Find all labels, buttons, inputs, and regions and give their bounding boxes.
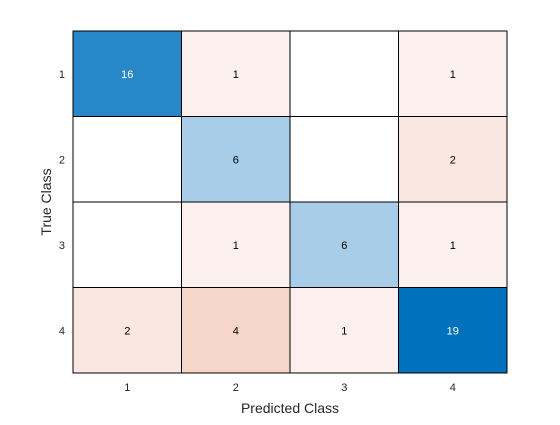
matrix-cell-2-4 [398, 116, 508, 203]
ticks-layer: 1 2 3 4 1 2 3 4 [59, 69, 456, 394]
matrix-cell-3-2 [181, 201, 291, 288]
matrix-cell-4-4 [398, 287, 508, 374]
cell-value-label-4-4: 19 [447, 325, 459, 337]
cell-value-label-3-2: 1 [233, 240, 239, 252]
y-tick-label-2: 2 [59, 154, 65, 166]
cell-value-label-2-2: 6 [233, 154, 239, 166]
matrix-cell-1-3 [289, 30, 399, 117]
matrix-cell-1-2 [181, 30, 291, 117]
cell-value-label-1-4: 1 [450, 69, 456, 81]
cell-value-label-3-4: 1 [450, 240, 456, 252]
x-tick-label-1: 1 [124, 382, 130, 394]
matrix-cell-4-2 [181, 287, 291, 374]
cell-value-label-4-3: 1 [341, 325, 347, 337]
y-tick-label-3: 3 [59, 240, 65, 252]
x-tick-label-2: 2 [233, 382, 239, 394]
y-tick-label-1: 1 [59, 69, 65, 81]
cell-value-label-4-1: 2 [124, 325, 130, 337]
cell-value-label-4-2: 4 [233, 325, 239, 337]
y-axis-label: True Class [38, 168, 54, 235]
x-tick-label-4: 4 [450, 382, 456, 394]
matrix-cell-2-3 [289, 116, 399, 203]
x-axis-label: Predicted Class [241, 400, 339, 416]
cells-layer: 16 1 16 21 6 12 4 1 19 [72, 30, 508, 374]
cell-value-label-1-2: 1 [233, 69, 239, 81]
matrix-cell-2-1 [72, 116, 182, 203]
matrix-cell-3-4 [398, 201, 508, 288]
matrix-cell-2-2 [181, 116, 291, 203]
matrix-cell-3-1 [72, 201, 182, 288]
cell-value-label-1-1: 16 [121, 69, 133, 81]
x-tick-label-3: 3 [341, 382, 347, 394]
y-tick-label-4: 4 [59, 325, 65, 337]
matrix-border [72, 30, 508, 374]
matrix-cell-1-1 [72, 30, 182, 117]
cell-value-label-2-4: 2 [450, 154, 456, 166]
cell-value-label-3-3: 6 [341, 240, 347, 252]
